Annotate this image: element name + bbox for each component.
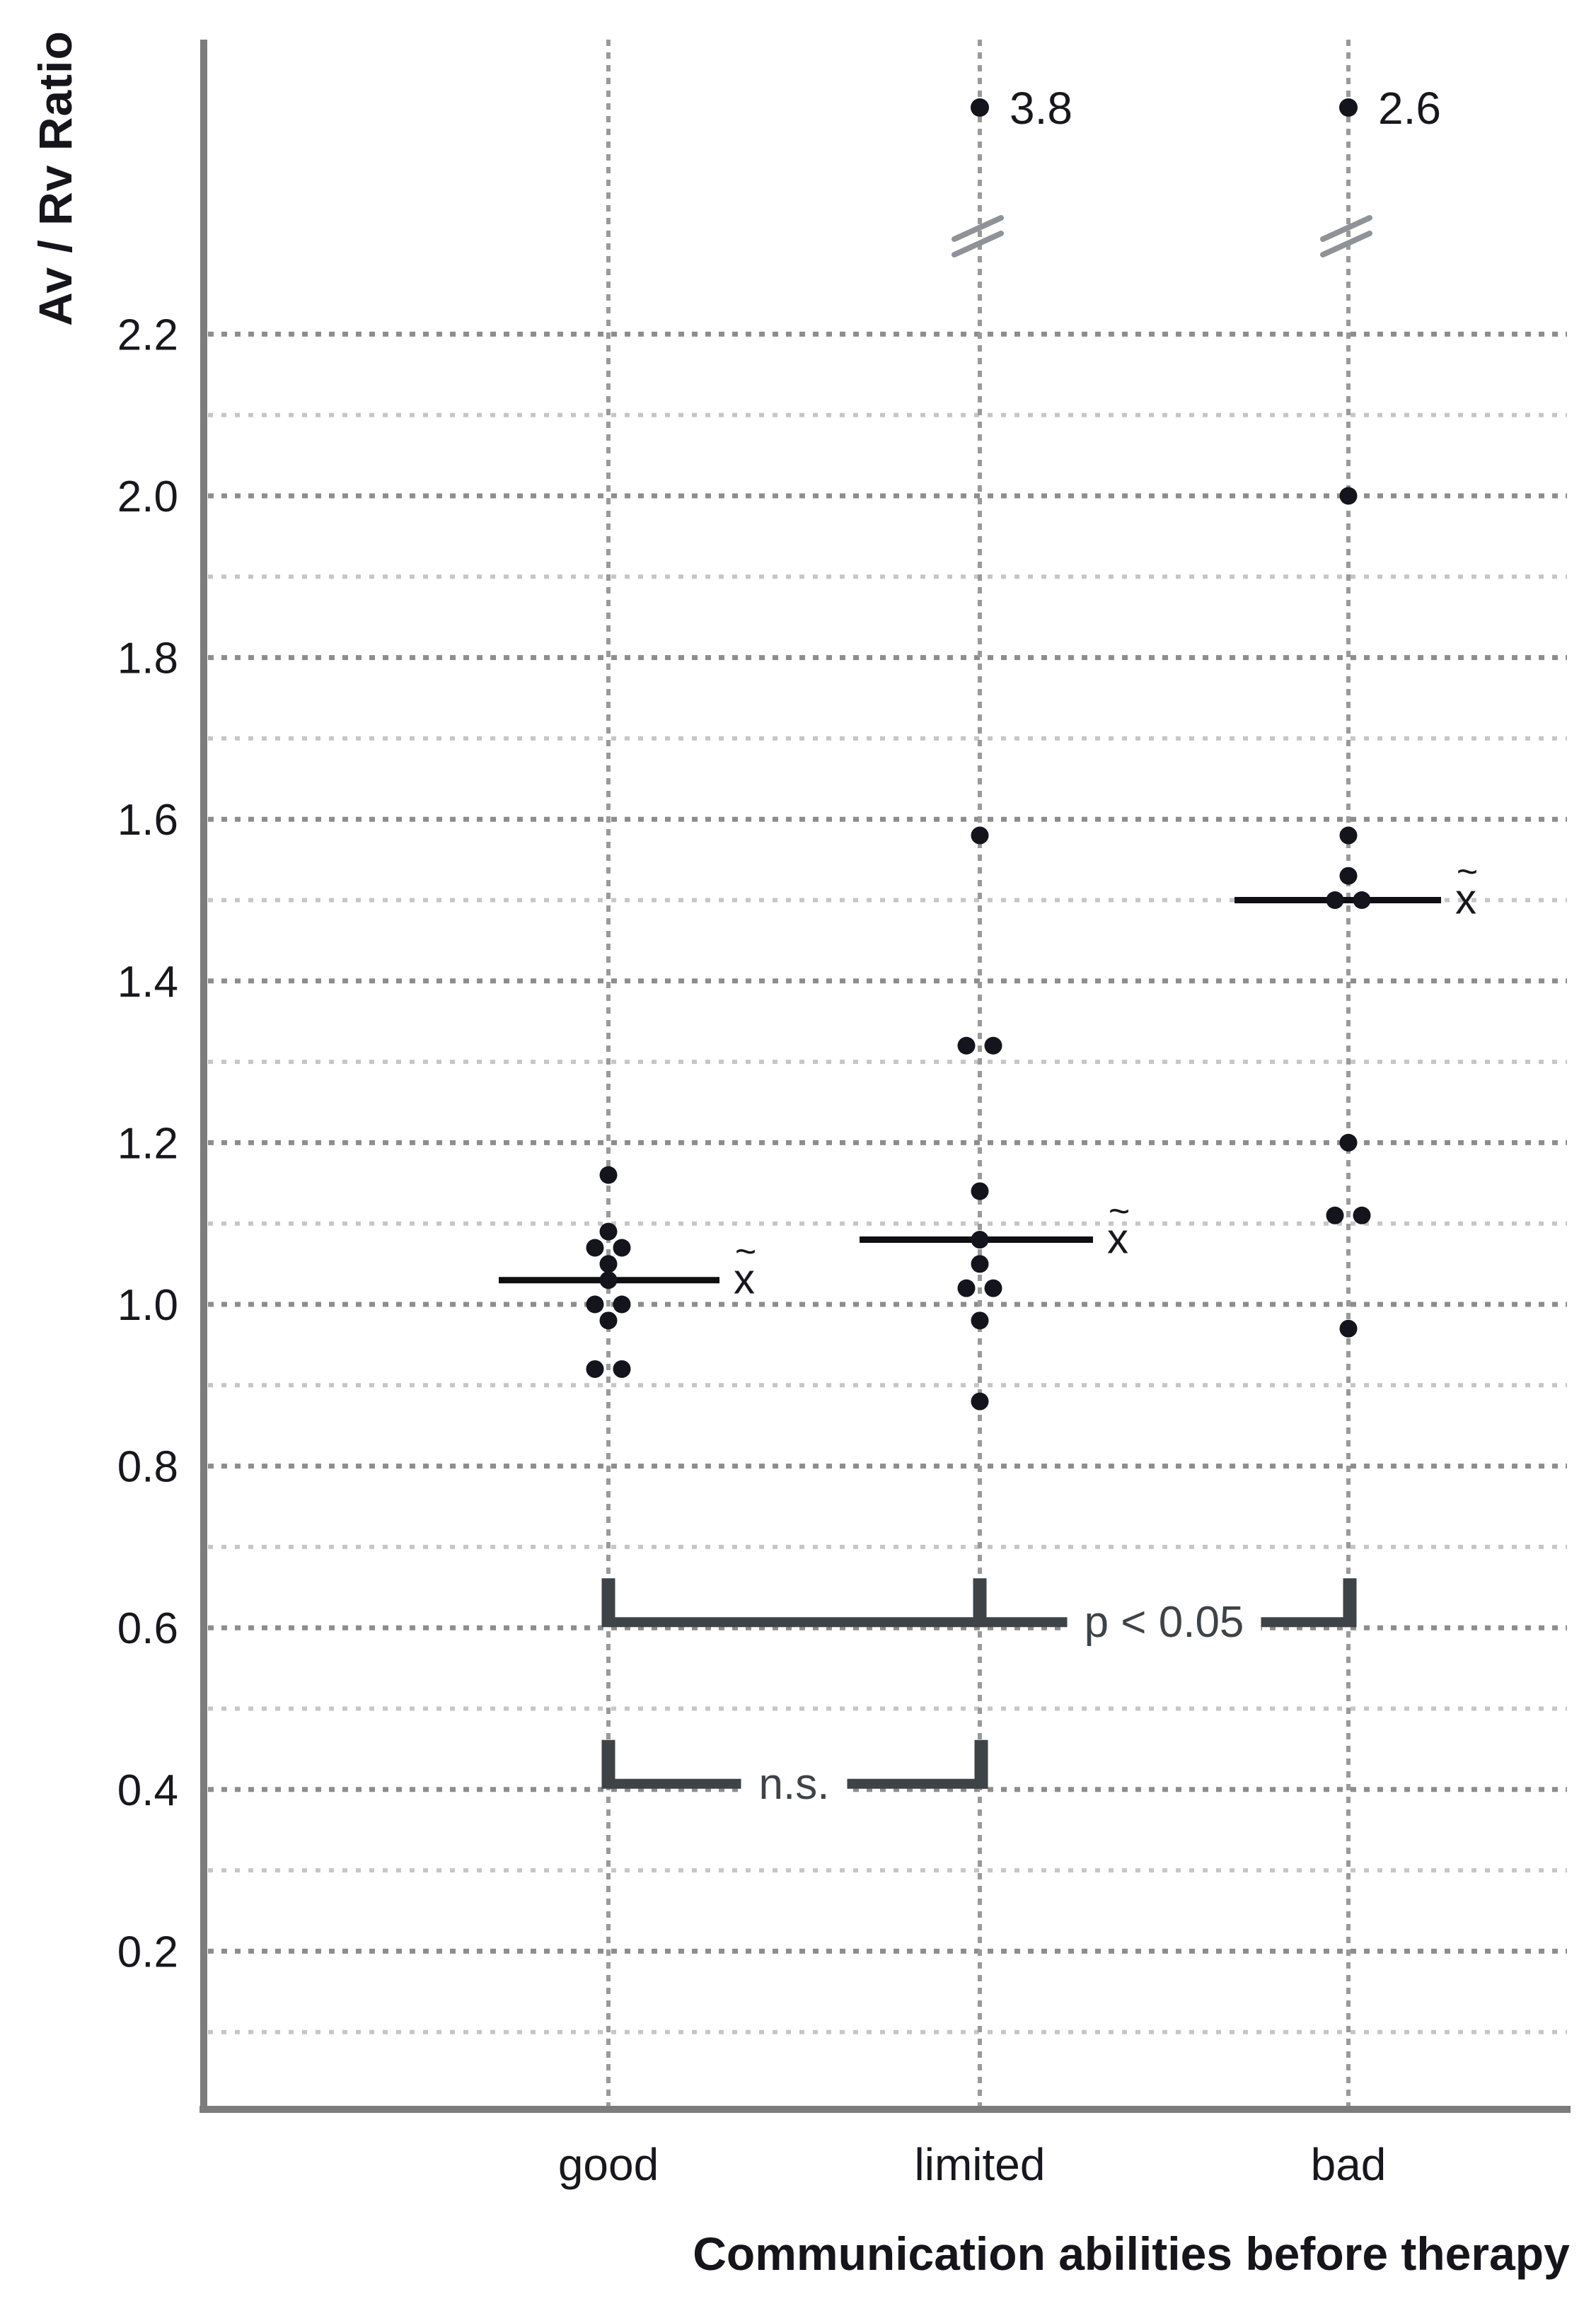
- axis-break-icon: [1320, 215, 1372, 242]
- data-dot: [1353, 891, 1371, 909]
- data-dot: [586, 1239, 604, 1257]
- data-dot: [599, 1271, 618, 1290]
- data-dot: [957, 1036, 976, 1055]
- y-tick-label: 0.2: [117, 1928, 178, 1976]
- data-dot: [971, 1231, 989, 1249]
- data-dot: [1339, 826, 1358, 845]
- data-dot: [599, 1222, 618, 1241]
- data-dot: [1326, 1206, 1344, 1224]
- y-tick-label: 1.8: [117, 635, 178, 683]
- median-symbol: x: [1455, 876, 1476, 923]
- y-tick-label: 0.6: [117, 1604, 178, 1653]
- median-symbol-tilde: ~: [1457, 852, 1478, 893]
- data-dot: [1339, 1133, 1358, 1152]
- data-dot: [971, 1182, 989, 1200]
- outlier-label: 2.6: [1378, 83, 1441, 134]
- outlier-dot: [1339, 98, 1358, 117]
- data-dot: [1339, 1319, 1358, 1338]
- data-dot: [599, 1255, 618, 1273]
- significance-label: n.s.: [759, 1760, 830, 1809]
- category-label-limited: limited: [915, 2139, 1046, 2190]
- median-symbol: x: [734, 1256, 755, 1303]
- significance-label: p < 0.05: [1085, 1598, 1244, 1647]
- data-dot: [984, 1036, 1002, 1055]
- data-dot: [586, 1360, 604, 1378]
- data-dot: [984, 1279, 1002, 1297]
- axis-break-icon: [1320, 231, 1372, 257]
- y-tick-label: 2.2: [117, 311, 178, 359]
- data-dot: [971, 1392, 989, 1410]
- outlier-label: 3.8: [1010, 83, 1072, 134]
- data-dot: [1326, 891, 1344, 909]
- data-dot: [1353, 1206, 1371, 1224]
- y-tick-label: 2.0: [117, 473, 178, 521]
- data-dot: [613, 1295, 631, 1314]
- significance-label-underlay: [1067, 1597, 1261, 1651]
- y-tick-label: 1.6: [117, 796, 178, 845]
- data-dot: [599, 1166, 618, 1184]
- y-tick-label: 1.4: [117, 958, 178, 1007]
- data-dot: [957, 1279, 976, 1297]
- y-tick-label: 0.8: [117, 1443, 178, 1492]
- data-dot: [599, 1311, 618, 1330]
- significance-label-underlay: [741, 1758, 848, 1812]
- y-axis-title: Av / Rv Ratio: [29, 30, 81, 326]
- median-symbol-tilde: ~: [1109, 1191, 1130, 1232]
- y-tick-label: 0.4: [117, 1766, 178, 1815]
- data-dot: [586, 1295, 604, 1314]
- data-dot: [1339, 487, 1358, 505]
- outlier-dot: [971, 98, 989, 117]
- category-label-good: good: [558, 2139, 659, 2190]
- data-dot: [1339, 867, 1358, 885]
- axis-break-icon: [952, 231, 1004, 257]
- data-dot: [613, 1239, 631, 1257]
- data-dot: [971, 1255, 989, 1273]
- data-dot: [971, 826, 989, 845]
- data-dot: [971, 1311, 989, 1330]
- x-axis-title: Communication abilities before therapy: [693, 2227, 1570, 2280]
- category-label-bad: bad: [1311, 2139, 1387, 2190]
- median-symbol-tilde: ~: [735, 1232, 756, 1273]
- y-tick-label: 1.2: [117, 1119, 178, 1168]
- median-symbol: x: [1107, 1215, 1128, 1263]
- axis-break-icon: [952, 215, 1004, 242]
- y-tick-label: 1.0: [117, 1281, 178, 1330]
- data-dot: [613, 1360, 631, 1378]
